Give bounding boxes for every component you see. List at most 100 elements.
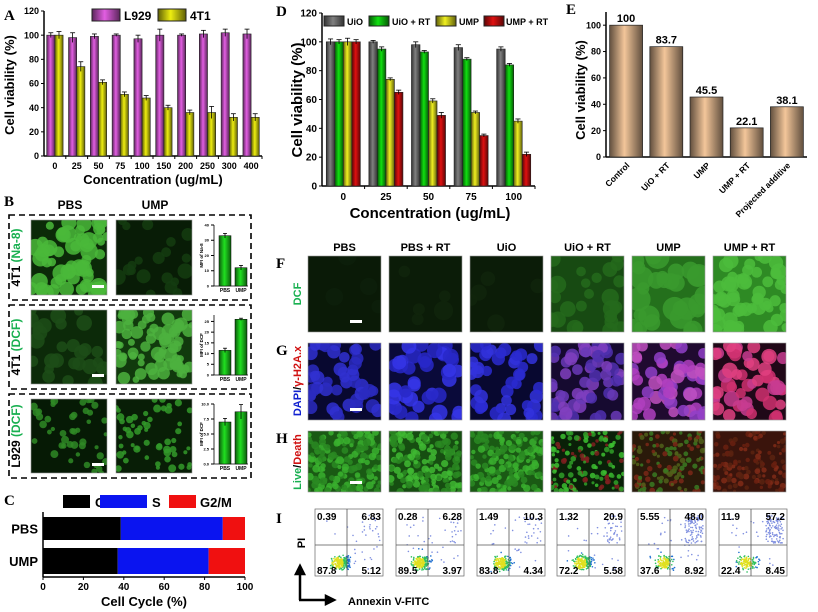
cell — [455, 471, 462, 478]
event-dot — [768, 533, 771, 535]
cell — [597, 460, 603, 465]
bar-uio — [496, 48, 506, 187]
cell — [140, 341, 151, 352]
cell — [743, 473, 750, 480]
event-dot — [767, 531, 770, 534]
event-dot — [688, 539, 690, 541]
cell — [308, 456, 315, 463]
cell — [46, 429, 52, 435]
event-dot — [330, 557, 333, 560]
cell — [515, 431, 520, 434]
cell — [473, 436, 482, 445]
cell — [656, 270, 669, 284]
event-dot — [337, 558, 340, 561]
cell — [428, 454, 437, 462]
event-dot — [779, 532, 781, 535]
y-tick-label: 0.0 — [203, 461, 209, 466]
cell — [746, 469, 751, 475]
y-tick-label: PBS — [11, 522, 38, 537]
cell — [74, 310, 84, 316]
cell — [551, 345, 561, 358]
event-dot — [738, 568, 740, 571]
cell — [583, 477, 588, 482]
event-dot — [333, 557, 335, 560]
quadrant-ul-value: 0.39 — [317, 512, 337, 523]
cell — [689, 446, 695, 452]
cell — [610, 410, 622, 420]
cell — [70, 441, 79, 449]
cell — [50, 450, 59, 459]
y-tick-label: 0 — [34, 151, 39, 161]
bar-s — [120, 517, 223, 540]
cell — [118, 352, 128, 362]
data-label: 38.1 — [776, 95, 797, 107]
event-dot — [354, 552, 357, 555]
event-dot — [579, 565, 581, 568]
event-dot — [370, 558, 373, 561]
cell — [677, 443, 682, 448]
event-dot — [367, 568, 370, 570]
cell — [128, 351, 137, 360]
cell — [635, 462, 640, 467]
cell — [533, 436, 538, 441]
event-dot — [680, 539, 683, 541]
event-dot — [660, 532, 662, 535]
cell — [406, 473, 415, 481]
cell — [95, 465, 103, 473]
cell — [554, 458, 559, 463]
flow-cytometry-plot — [718, 508, 788, 577]
cell — [669, 446, 674, 451]
event-dot — [659, 561, 662, 564]
event-dot — [767, 540, 769, 543]
event-dot — [578, 563, 580, 565]
event-dot — [690, 521, 693, 524]
event-dot — [656, 547, 659, 550]
cell — [90, 281, 105, 295]
cell — [393, 405, 408, 420]
event-dot — [752, 556, 755, 559]
cell — [676, 471, 682, 477]
cell — [507, 486, 512, 491]
event-dot — [779, 536, 781, 539]
cell — [398, 442, 405, 450]
cell — [715, 452, 720, 457]
cell — [783, 444, 786, 449]
cell — [175, 428, 182, 435]
data-label: 83.7 — [656, 35, 677, 47]
cell — [667, 450, 673, 457]
bar-ump — [342, 41, 353, 187]
event-dot — [408, 535, 411, 537]
cell — [687, 470, 693, 476]
event-dot — [668, 562, 670, 565]
cell — [723, 390, 740, 407]
event-dot — [567, 549, 570, 552]
cell — [715, 434, 721, 439]
cell — [533, 381, 543, 395]
micrograph-pbs — [30, 398, 108, 474]
event-dot — [341, 563, 343, 566]
cell — [594, 483, 599, 488]
cell — [774, 480, 780, 486]
x-tick-label: 50 — [423, 192, 435, 203]
panel-label-a: A — [4, 8, 15, 24]
bar — [234, 319, 248, 376]
cell — [186, 407, 192, 414]
cell — [481, 365, 493, 377]
cell — [737, 465, 743, 471]
cell — [771, 409, 783, 420]
cell — [168, 464, 177, 473]
event-dot — [661, 564, 664, 567]
event-dot — [526, 516, 528, 519]
event-dot — [604, 526, 607, 529]
event-dot — [343, 556, 345, 559]
event-dot — [363, 529, 366, 531]
cell — [614, 483, 620, 489]
cell — [49, 353, 64, 368]
event-dot — [738, 561, 741, 563]
cell — [396, 488, 404, 492]
cell — [144, 455, 150, 460]
event-dot — [415, 569, 418, 571]
cell — [732, 436, 738, 443]
cell — [699, 447, 705, 454]
cell — [433, 463, 440, 469]
